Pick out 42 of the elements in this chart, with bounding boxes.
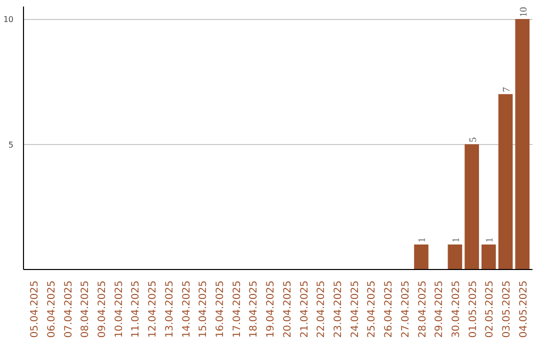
- x-tick-label: 03.05.2025: [502, 280, 513, 338]
- data-label: 7: [502, 87, 513, 92]
- x-tick-label: 23.04.2025: [332, 280, 344, 338]
- x-tick-label: 04.05.2025: [518, 280, 530, 338]
- bar: [515, 19, 530, 270]
- x-tick-label: 16.04.2025: [215, 280, 226, 338]
- x-tick-label: 07.04.2025: [63, 280, 74, 338]
- x-tick-label: 27.04.2025: [400, 280, 412, 338]
- x-tick-label: 17.04.2025: [232, 280, 243, 338]
- x-tick-label: 26.04.2025: [384, 280, 395, 338]
- x-tick-label: 09.04.2025: [97, 280, 108, 338]
- bar: [448, 244, 462, 270]
- x-tick-label: 25.04.2025: [366, 280, 378, 338]
- x-tick-label: 18.04.2025: [248, 280, 260, 338]
- x-tick-label: 28.04.2025: [417, 280, 428, 338]
- bar: [414, 244, 428, 270]
- x-tick-label: 01.05.2025: [468, 280, 479, 338]
- x-tick-label: 11.04.2025: [130, 280, 142, 338]
- data-label: 1: [484, 237, 496, 242]
- data-label: 10: [518, 7, 530, 18]
- x-tick-label: 06.04.2025: [46, 280, 58, 338]
- x-tick-label: 14.04.2025: [181, 280, 192, 338]
- bar: [482, 244, 496, 270]
- x-tick-label: 10.04.2025: [114, 280, 125, 338]
- x-tick-label: 08.04.2025: [80, 280, 92, 338]
- x-tick-label: 02.05.2025: [484, 280, 496, 338]
- x-tick-label: 12.04.2025: [148, 280, 159, 338]
- x-tick-label: 19.04.2025: [266, 280, 277, 338]
- data-label: 5: [468, 137, 479, 142]
- x-tick-label: 20.04.2025: [282, 280, 294, 338]
- x-tick-label: 24.04.2025: [350, 280, 361, 338]
- x-tick-label: 29.04.2025: [434, 280, 446, 338]
- bar: [498, 94, 513, 270]
- x-tick-label: 21.04.2025: [299, 280, 310, 338]
- data-label: 1: [450, 237, 462, 242]
- x-tick-label: 22.04.2025: [316, 280, 328, 338]
- x-tick-label: 30.04.2025: [450, 280, 462, 338]
- x-tick-label: 15.04.2025: [198, 280, 210, 338]
- x-tick-label: 13.04.2025: [164, 280, 176, 338]
- data-label: 1: [417, 237, 428, 242]
- bar: [464, 144, 479, 270]
- x-tick-label: 05.04.2025: [30, 280, 41, 338]
